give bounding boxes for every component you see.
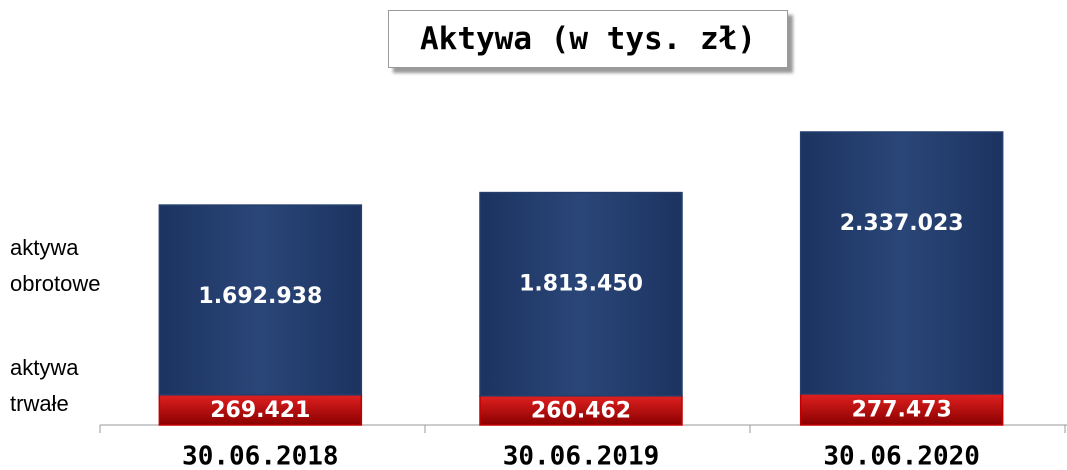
data-label: 1.692.938	[198, 284, 322, 309]
bar-segment	[479, 191, 683, 397]
bar-segment	[158, 204, 363, 396]
legend-label: aktywa trwałe	[10, 355, 79, 416]
bar-segment	[799, 131, 1004, 395]
data-label: 1.813.450	[519, 272, 643, 297]
x-tick-label: 30.06.2019	[503, 442, 660, 470]
data-label: 277.473	[852, 397, 952, 422]
chart-title: Aktywa (w tys. zł)	[388, 10, 788, 68]
bar-segment	[799, 393, 1004, 426]
data-label: 269.421	[210, 398, 310, 423]
legend-label: aktywa obrotowe	[10, 235, 101, 296]
axis-ticks	[99, 425, 1066, 433]
data-label: 260.462	[531, 398, 631, 423]
x-tick-label: 30.06.2020	[823, 442, 980, 470]
x-tick-label: 30.06.2018	[182, 442, 339, 470]
data-label: 2.337.023	[840, 211, 964, 236]
bar-segment	[158, 394, 363, 426]
bar-segment	[479, 395, 683, 426]
